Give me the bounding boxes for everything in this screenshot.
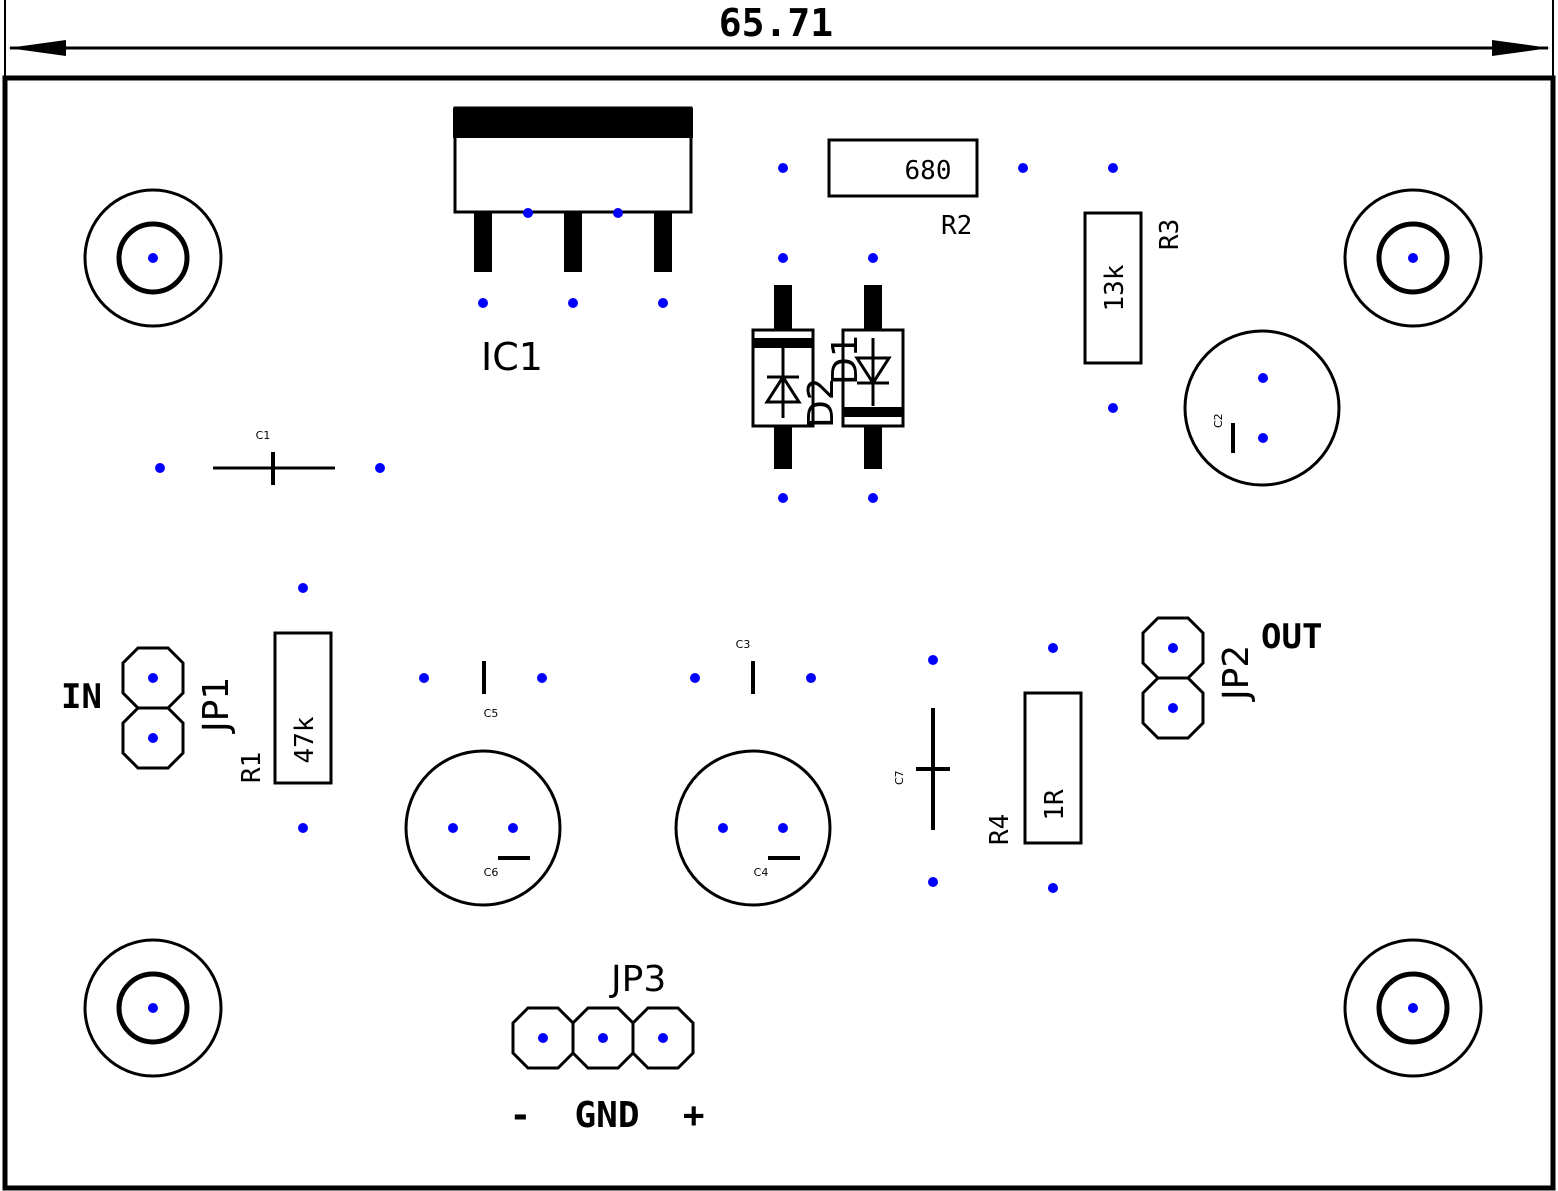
r4-footprint: 1R R4 [985, 643, 1083, 893]
d2-label: D2 [801, 377, 842, 428]
jp1-signal-label: IN [61, 677, 102, 717]
jp3-signal-label: - GND + [509, 1095, 704, 1136]
c5-footprint: C5 [419, 661, 547, 720]
c2-label: C2 [1212, 413, 1225, 428]
c6-footprint: C6 [404, 749, 562, 907]
c3-label: C3 [736, 638, 751, 651]
c4-label: C4 [754, 866, 769, 879]
mounting-hole-top-left [83, 188, 223, 328]
c5-label: C5 [484, 707, 499, 720]
c7-label: C7 [893, 770, 906, 785]
c3-footprint: C3 [690, 638, 816, 694]
c1-label: C1 [256, 429, 271, 442]
jp1-connector: JP1 IN [61, 646, 237, 770]
r1-label: R1 [237, 752, 267, 783]
board-outline [2, 75, 1556, 1191]
r2-label: R2 [941, 211, 972, 241]
r4-label: R4 [985, 814, 1015, 845]
r3-value: 13k [1100, 264, 1130, 311]
jp1-label: JP1 [196, 677, 237, 734]
r3-label: R3 [1155, 219, 1185, 250]
jp2-connector: JP2 OUT [1141, 616, 1322, 740]
jp2-signal-label: OUT [1261, 617, 1322, 657]
r1-footprint: 47k R1 [237, 583, 333, 833]
c1-footprint: C1 [155, 429, 385, 485]
d2-footprint: D2 [751, 253, 842, 503]
ic1-label: IC1 [481, 335, 543, 379]
c7-footprint: C7 [893, 655, 950, 887]
jp2-label: JP2 [1216, 645, 1257, 702]
r1-value: 47k [290, 716, 320, 763]
r2-value: 680 [905, 156, 952, 186]
c4-footprint: C4 [674, 749, 832, 907]
c6-label: C6 [484, 866, 499, 879]
r4-value: 1R [1040, 789, 1070, 821]
mounting-hole-bottom-left [83, 938, 223, 1078]
ic1-footprint: IC1 [453, 106, 693, 379]
c2-footprint: C2 [1183, 329, 1341, 487]
dimension-value: 65.71 [719, 1, 833, 45]
d1-footprint: D1 [825, 253, 905, 503]
mounting-hole-bottom-right [1343, 938, 1483, 1078]
d1-label: D1 [825, 334, 866, 385]
jp3-connector: JP3 - GND + [509, 959, 704, 1136]
jp3-label: JP3 [609, 959, 666, 1000]
r2-footprint: 680 R2 [778, 138, 1028, 241]
mounting-hole-top-right [1343, 188, 1483, 328]
r3-footprint: 13k R3 [1083, 163, 1185, 413]
dimension-marker: 65.71 [4, 0, 1554, 78]
